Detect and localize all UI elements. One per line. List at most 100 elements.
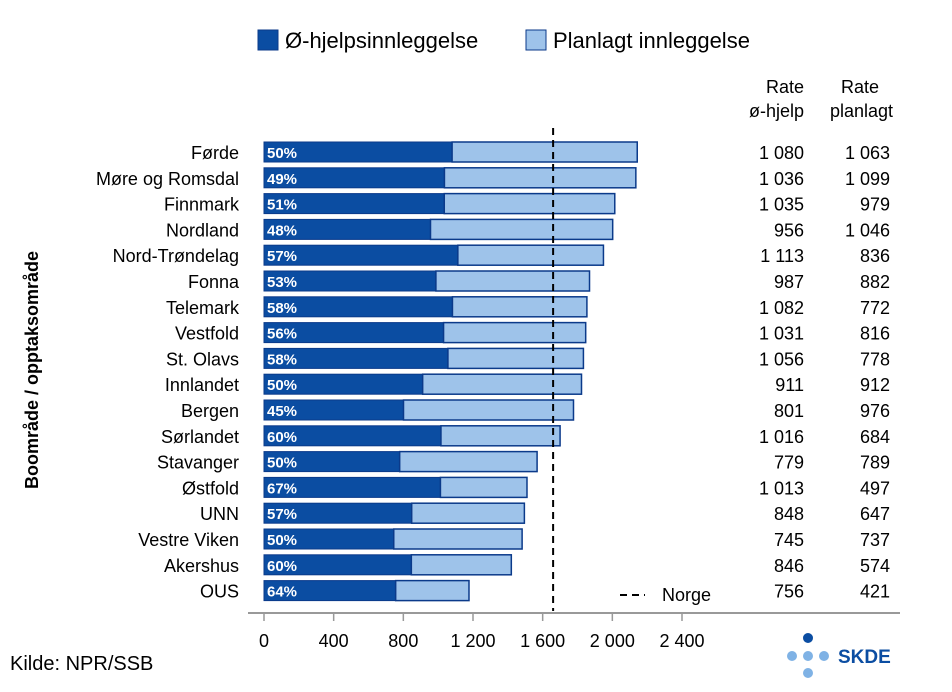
logo-dot-right: [819, 651, 829, 661]
bar-planlagt: [442, 321, 587, 344]
bar-share-label: 50%: [267, 455, 297, 472]
rate-ohjelp-value: 1 035: [759, 195, 804, 215]
rate-ohjelp-value: 1 036: [759, 169, 804, 189]
rate-planlagt-header-line1: Rate: [841, 77, 879, 97]
category-label: Akershus: [164, 556, 239, 576]
rate-ohjelp-value: 911: [775, 375, 804, 395]
bar-planlagt: [393, 528, 523, 550]
x-tick-label: 1 200: [450, 631, 495, 651]
bar-planlagt: [440, 425, 561, 447]
category-label: Vestre Viken: [138, 530, 239, 550]
rate-ohjelp-value: 987: [774, 272, 804, 292]
rate-planlagt-value: 684: [860, 427, 890, 447]
bar-planlagt: [410, 554, 513, 576]
x-tick-label: 400: [319, 631, 349, 651]
rate-values: 1 080 1 063 1 036 1 099 1 035 979 956 1 046 1 11…: [759, 143, 890, 602]
bar-planlagt: [394, 579, 470, 602]
rate-ohjelp-value: 1 031: [759, 324, 804, 344]
rate-ohjelp-value: 1 082: [759, 298, 804, 318]
rate-ohjelp-value: 848: [774, 504, 804, 524]
category-label: Møre og Romsdal: [96, 169, 239, 189]
bar-share-label: 50%: [267, 377, 297, 394]
rate-planlagt-value: 778: [860, 349, 890, 369]
category-label: Bergen: [181, 401, 239, 421]
rate-planlagt-value: 1 099: [845, 169, 890, 189]
norge-legend-label: Norge: [662, 585, 711, 605]
category-label: UNN: [200, 504, 239, 524]
rate-planlagt-value: 497: [860, 478, 890, 498]
rate-planlagt-value: 836: [860, 246, 890, 266]
rate-ohjelp-value: 956: [774, 220, 804, 240]
bars-group: 50% 49% 51% 48% 57% 53% 58% 56% 58% 50% 45% 60% 50% 6…: [263, 141, 638, 602]
rate-planlagt-value: 976: [860, 401, 890, 421]
rate-planlagt-value: 647: [860, 504, 890, 524]
bar-share-label: 56%: [267, 326, 297, 343]
category-label: Stavanger: [157, 453, 239, 473]
category-label: Førde: [191, 143, 239, 163]
rate-ohjelp-value: 1 013: [759, 478, 804, 498]
bar-share-label: 57%: [267, 506, 297, 523]
x-tick-label: 1 600: [520, 631, 565, 651]
bar-share-label: 48%: [267, 222, 297, 239]
bar-share-label: 53%: [267, 274, 297, 291]
category-label: Vestfold: [175, 324, 239, 344]
category-label: Sørlandet: [161, 427, 239, 447]
logo-text: SKDE: [838, 647, 891, 668]
rate-planlagt-value: 1 063: [845, 143, 890, 163]
bar-planlagt: [443, 167, 637, 189]
bar-share-label: 64%: [267, 584, 297, 601]
bar-planlagt: [429, 218, 614, 241]
rate-planlagt-value: 882: [860, 272, 890, 292]
bar-planlagt: [421, 373, 583, 395]
category-label: OUS: [200, 582, 239, 602]
bar-share-label: 50%: [267, 145, 297, 162]
x-tick-label: 0: [259, 631, 269, 651]
rate-ohjelp-value: 1 080: [759, 143, 804, 163]
bar-planlagt: [451, 141, 638, 163]
bar-share-label: 50%: [267, 532, 297, 549]
bar-share-label: 58%: [267, 300, 297, 317]
bar-planlagt: [457, 244, 605, 266]
bar-share-label: 67%: [267, 480, 297, 497]
bar-share-label: 57%: [267, 248, 297, 265]
rate-planlagt-value: 1 046: [845, 220, 890, 240]
skde-logo: SKDE: [787, 633, 891, 678]
bar-share-label: 51%: [267, 197, 297, 214]
logo-dot-left: [787, 651, 797, 661]
rate-planlagt-value: 816: [860, 324, 890, 344]
bar-planlagt: [451, 296, 588, 318]
rate-planlagt-value: 421: [860, 582, 890, 602]
rate-ohjelp-value: 779: [774, 453, 804, 473]
category-label: Nordland: [166, 220, 239, 240]
bar-planlagt: [447, 347, 585, 370]
bar-planlagt: [443, 192, 616, 215]
rate-ohjelp-value: 1 113: [760, 246, 804, 266]
rate-ohjelp-value: 846: [774, 556, 804, 576]
rate-table-headers: Rate ø-hjelp Rate planlagt: [749, 77, 893, 121]
rate-ohjelp-value: 1 016: [759, 427, 804, 447]
category-label: Nord-Trøndelag: [113, 246, 239, 266]
rate-ohjelp-value: 745: [774, 530, 804, 550]
source-text: Kilde: NPR/SSB: [10, 653, 153, 675]
category-label: St. Olavs: [166, 349, 239, 369]
rate-ohjelp-value: 801: [774, 401, 804, 421]
category-label: Finnmark: [164, 195, 240, 215]
category-label: Telemark: [166, 298, 240, 318]
rate-planlagt-value: 772: [860, 298, 890, 318]
bar-planlagt: [439, 476, 528, 499]
bar-planlagt: [435, 270, 591, 292]
logo-dot-top: [803, 633, 813, 643]
rate-planlagt-value: 912: [860, 375, 890, 395]
logo-dot-center: [803, 651, 813, 661]
rate-planlagt-header-line2: planlagt: [830, 101, 893, 121]
bar-planlagt: [410, 502, 526, 524]
bar-share-label: 45%: [267, 403, 297, 420]
rate-planlagt-value: 574: [860, 556, 890, 576]
rate-ohjelp-value: 756: [774, 582, 804, 602]
x-tick-label: 800: [388, 631, 418, 651]
rate-planlagt-value: 737: [860, 530, 890, 550]
bar-planlagt: [398, 450, 538, 473]
category-labels: Førde Møre og Romsdal Finnmark Nordland Nord…: [96, 143, 240, 602]
